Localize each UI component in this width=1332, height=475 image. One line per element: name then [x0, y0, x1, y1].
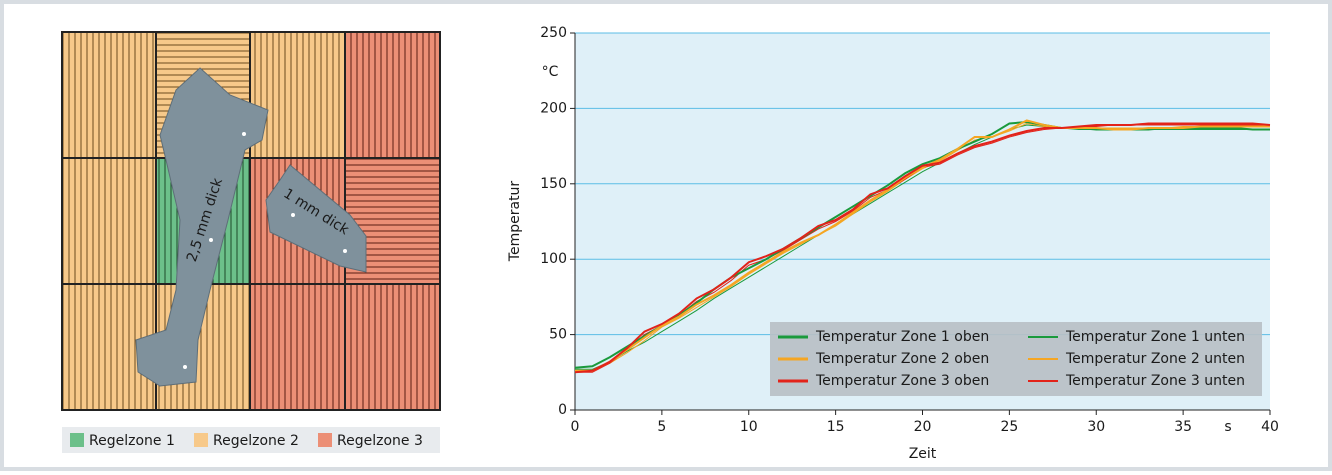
- workpiece: [265, 164, 367, 273]
- y-tick-label: 50: [549, 327, 567, 343]
- x-tick-label: 35: [1174, 419, 1192, 435]
- y-axis-label: Temperatur: [507, 181, 523, 263]
- zone-cell: [345, 284, 440, 410]
- x-tick-label: 40: [1261, 419, 1279, 435]
- zone-legend-label: Regelzone 2: [213, 433, 299, 449]
- zone-swatch: [70, 433, 84, 447]
- legend-label: Temperatur Zone 1 oben: [815, 329, 989, 345]
- zone-cell: [250, 32, 345, 158]
- legend-box: [770, 322, 1262, 396]
- zone-legend-box: [62, 427, 440, 453]
- x-tick-label: 25: [1000, 419, 1018, 435]
- x-axis-label: Zeit: [909, 446, 937, 462]
- x-tick-label: 30: [1087, 419, 1105, 435]
- zone-swatch: [194, 433, 208, 447]
- x-tick-label: 20: [914, 419, 932, 435]
- y-unit: °C: [542, 64, 559, 80]
- zone-legend-label: Regelzone 1: [89, 433, 175, 449]
- series-line: [574, 120, 1270, 369]
- y-tick-label: 200: [540, 100, 567, 116]
- x-tick-label: 10: [740, 419, 758, 435]
- x-unit: s: [1224, 419, 1231, 435]
- zone-cell: [62, 32, 156, 158]
- zone-legend-label: Regelzone 3: [337, 433, 423, 449]
- legend-label: Temperatur Zone 1 unten: [1065, 329, 1245, 345]
- x-tick-label: 0: [571, 419, 580, 435]
- zone-swatch: [318, 433, 332, 447]
- y-tick-label: 250: [540, 25, 567, 41]
- y-tick-label: 150: [540, 176, 567, 192]
- legend-label: Temperatur Zone 3 unten: [1065, 373, 1245, 389]
- legend-label: Temperatur Zone 3 oben: [815, 373, 989, 389]
- y-tick-label: 0: [558, 402, 567, 418]
- zone-cell: [250, 284, 345, 410]
- x-tick-label: 15: [827, 419, 845, 435]
- y-tick-label: 100: [540, 251, 567, 267]
- series-line: [575, 119, 1270, 372]
- zone-cell: [345, 32, 440, 158]
- zone-cell: [62, 158, 156, 284]
- series-line: [574, 122, 1271, 374]
- x-tick-label: 5: [657, 419, 666, 435]
- legend-label: Temperatur Zone 2 unten: [1065, 351, 1245, 367]
- workpiece: [135, 67, 269, 387]
- heating-plate: 2,5 mm dick 1 mm dick: [61, 31, 441, 453]
- legend-label: Temperatur Zone 2 oben: [815, 351, 989, 367]
